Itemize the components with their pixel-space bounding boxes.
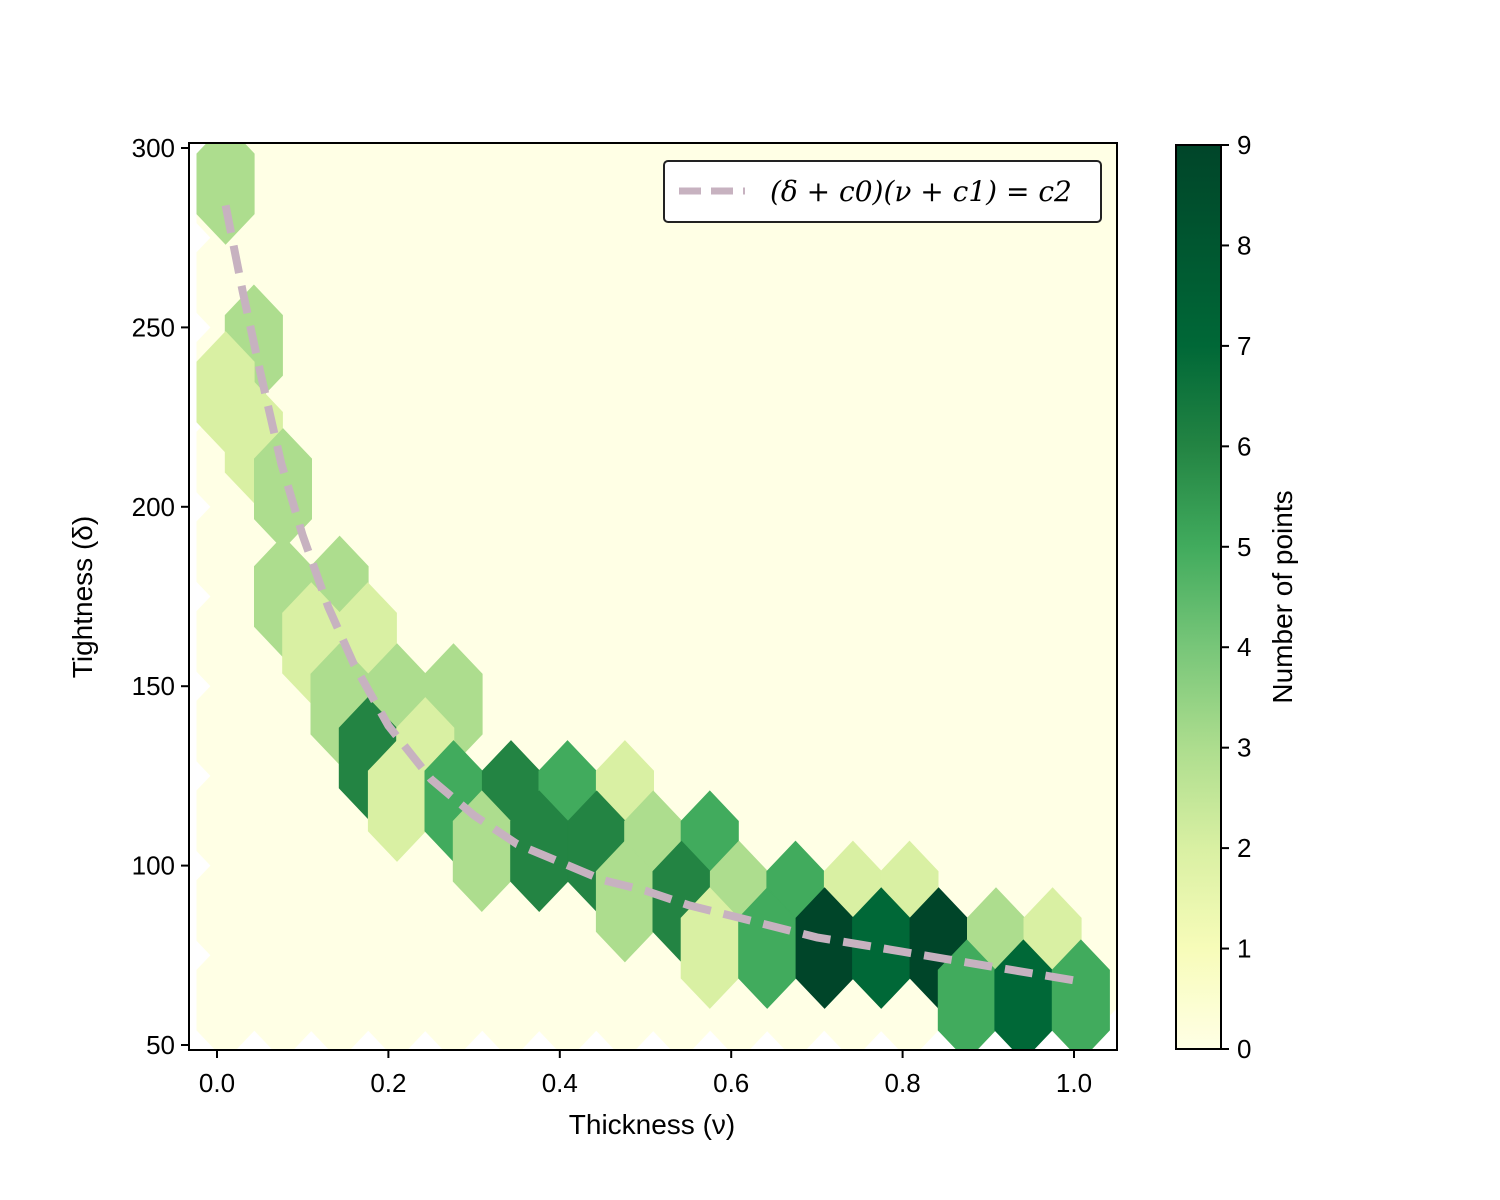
colorbar: 0 1 2 3 4 5 6 7 8 9 Number of points <box>1175 130 1298 1064</box>
x-tick-label: 0.2 <box>370 1068 406 1098</box>
colorbar-tick-label: 1 <box>1237 934 1251 964</box>
hex-bin-empty <box>510 143 569 209</box>
hex-bin-empty <box>339 143 398 209</box>
colorbar-tick-label: 4 <box>1237 632 1251 662</box>
y-tick-label: 150 <box>132 671 175 701</box>
y-tick-label: 50 <box>146 1030 175 1060</box>
legend: (δ + c0)(ν + c1) = c2 <box>663 160 1102 223</box>
colorbar-tick-label: 0 <box>1237 1034 1251 1064</box>
legend-box <box>663 160 1102 223</box>
x-axis-label: Thickness (ν) <box>569 1109 735 1140</box>
y-tick-label: 100 <box>132 851 175 881</box>
legend-label: (δ + c0)(ν + c1) = c2 <box>770 175 1072 208</box>
hex-bin-empty <box>453 143 512 209</box>
y-axis-label: Tightness (δ) <box>67 516 98 678</box>
y-tick-label: 250 <box>132 312 175 342</box>
fit-curve-layer <box>221 204 1075 985</box>
colorbar-gradient <box>1175 144 1222 1050</box>
x-tick-label: 0.6 <box>713 1068 749 1098</box>
colorbar-tick-label: 5 <box>1237 532 1251 562</box>
hex-bin <box>196 143 255 245</box>
colorbar-tick-label: 7 <box>1237 331 1251 361</box>
colorbar-ticks: 0 1 2 3 4 5 6 7 8 9 <box>1221 130 1251 1064</box>
y-tick-label: 200 <box>132 492 175 522</box>
hex-bin-empty <box>282 143 341 209</box>
x-tick-label: 0.0 <box>199 1068 235 1098</box>
x-axis: 0.0 0.2 0.4 0.6 0.8 1.0 <box>199 1050 1092 1098</box>
plot-frame <box>188 142 1118 1051</box>
colorbar-tick-label: 6 <box>1237 431 1251 461</box>
hex-bin-empty <box>567 143 626 209</box>
colorbar-tick-label: 8 <box>1237 230 1251 260</box>
colorbar-tick-label: 9 <box>1237 130 1251 160</box>
hex-bin <box>1051 939 1110 1050</box>
hexbin-cells <box>196 143 1117 1050</box>
colorbar-tick-label: 3 <box>1237 733 1251 763</box>
x-tick-label: 1.0 <box>1056 1068 1092 1098</box>
x-tick-label: 0.8 <box>885 1068 921 1098</box>
hex-bin-empty <box>396 143 455 209</box>
y-tick-label: 300 <box>132 133 175 163</box>
x-tick-label: 0.4 <box>542 1068 578 1098</box>
colorbar-tick-label: 2 <box>1237 833 1251 863</box>
colorbar-label: Number of points <box>1267 490 1298 703</box>
fit-curve <box>221 204 1075 985</box>
y-axis: 50 100 150 200 250 300 <box>132 133 189 1060</box>
